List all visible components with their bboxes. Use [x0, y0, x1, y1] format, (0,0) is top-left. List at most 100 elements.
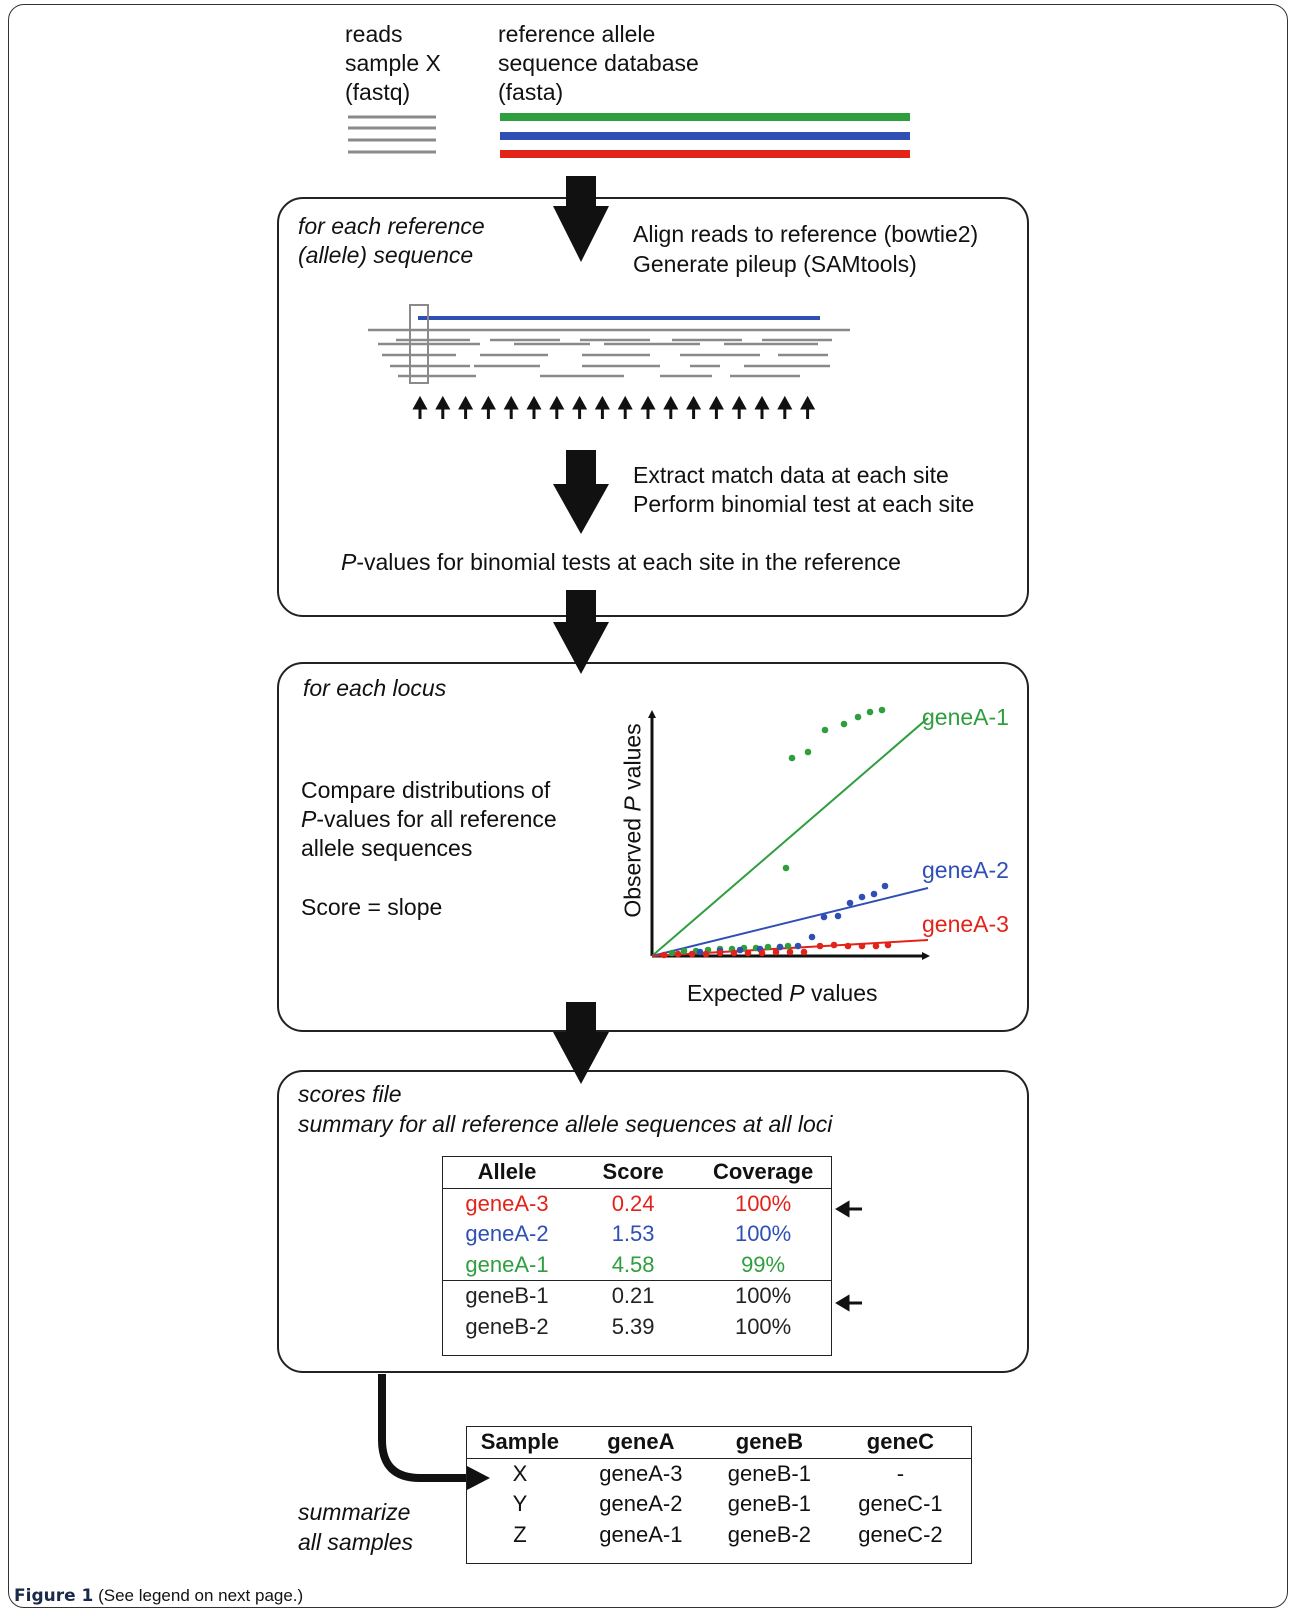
- plot-point: [878, 706, 886, 714]
- header-geneA: geneA: [607, 1429, 675, 1455]
- series-label-geneA-1: geneA-1: [922, 704, 1009, 730]
- geneB-cell: geneB-1: [727, 1460, 811, 1486]
- plot-point: [881, 882, 889, 890]
- plot-point: [821, 726, 829, 734]
- figure-frame: [8, 4, 1288, 1608]
- extract-match-text: Extract match data at each site: [633, 462, 949, 488]
- flow-arrow-3: [553, 590, 609, 674]
- plot-point: [772, 948, 780, 956]
- scores-row: geneA-3 0.24 100%: [443, 1188, 831, 1219]
- binomial-test-text: Perform binomial test at each site: [633, 491, 975, 517]
- plot-point: [702, 950, 710, 958]
- plot-point: [816, 942, 824, 950]
- summarize-label-line2: all samples: [298, 1529, 414, 1555]
- geneB-cell: geneB-2: [727, 1521, 811, 1547]
- compare-text-line2: P-values for all reference: [301, 806, 557, 832]
- site-arrow-head: [549, 395, 565, 410]
- plot-point: [716, 949, 724, 957]
- header-sample: Sample: [480, 1429, 560, 1455]
- coverage-cell: 100%: [734, 1283, 792, 1309]
- summarize-label-line1: summarize: [298, 1499, 411, 1525]
- site-arrow-head: [526, 395, 542, 410]
- plot-point: [680, 947, 688, 955]
- reference-label-line3: (fasta): [498, 79, 564, 105]
- plot-point: [858, 893, 866, 901]
- geneC-cell: geneC-1: [858, 1491, 943, 1517]
- plot-x-label: Expected P values: [687, 980, 878, 1006]
- site-arrow-head: [754, 395, 770, 410]
- header-geneB: geneB: [735, 1429, 803, 1455]
- plot-point: [866, 708, 874, 716]
- plot-point: [830, 941, 838, 949]
- plot-point: [668, 949, 676, 957]
- site-arrow-head: [480, 395, 496, 410]
- scores-row: geneB-1 0.21 100%: [443, 1281, 831, 1312]
- summary-table: Sample geneA geneB geneC X geneA-3 geneB…: [466, 1426, 972, 1564]
- plot-point: [884, 941, 892, 949]
- plot-point: [674, 950, 682, 958]
- plot-point: [776, 943, 784, 951]
- summary-row: Z geneA-1 geneB-2 geneC-2: [467, 1520, 971, 1551]
- geneC-cell: geneC-2: [858, 1521, 943, 1547]
- plot-point: [872, 942, 880, 950]
- site-arrow-head: [572, 395, 588, 410]
- series-label-geneA-2: geneA-2: [922, 857, 1009, 883]
- header-coverage: Coverage: [712, 1159, 814, 1185]
- plot-point: [846, 899, 854, 907]
- reads-lines: [348, 115, 436, 154]
- scores-file-box: [277, 1070, 1029, 1373]
- coverage-cell: 100%: [734, 1221, 792, 1247]
- plot-point: [858, 942, 866, 950]
- score-cell: 4.58: [611, 1251, 655, 1277]
- header-allele: Allele: [477, 1159, 537, 1185]
- plot-point: [660, 951, 668, 959]
- plot-point: [804, 748, 812, 756]
- allele-cell: geneB-1: [465, 1283, 549, 1309]
- score-slope-text: Score = slope: [301, 894, 443, 920]
- step1-title-line1: for each reference: [298, 213, 485, 239]
- allele-cell: geneA-2: [465, 1221, 549, 1247]
- align-reads-text: Align reads to reference (bowtie2): [633, 221, 979, 247]
- plot-point: [820, 913, 828, 921]
- plot-point: [782, 864, 790, 872]
- site-arrow-head: [617, 395, 633, 410]
- compare-text-line3: allele sequences: [301, 835, 473, 861]
- alignment-step-box: [277, 197, 1029, 617]
- site-arrows: [412, 395, 816, 419]
- plot-point: [764, 943, 772, 951]
- site-arrow-head: [663, 395, 679, 410]
- qq-plot: [648, 706, 930, 960]
- site-arrow-head: [640, 395, 656, 410]
- sample-cell: Y: [512, 1491, 528, 1517]
- plot-point: [808, 933, 816, 941]
- summary-row: Y geneA-2 geneB-1 geneC-1: [467, 1489, 971, 1520]
- plot-point: [786, 948, 794, 956]
- site-arrow-head: [800, 395, 816, 410]
- scores-row: geneB-2 5.39 100%: [443, 1312, 831, 1343]
- reads-label-line2: sample X: [345, 50, 441, 76]
- site-arrow-head: [686, 395, 702, 410]
- coverage-cell: 100%: [734, 1313, 792, 1339]
- geneC-cell: -: [896, 1460, 905, 1486]
- score-cell: 0.24: [611, 1190, 655, 1216]
- score-cell: 0.21: [611, 1283, 655, 1309]
- allele-cell: geneB-2: [465, 1313, 549, 1339]
- site-arrow-head: [731, 395, 747, 410]
- step1-title-line2: (allele) sequence: [298, 242, 474, 268]
- plot-point: [800, 948, 808, 956]
- reads-label-line3: (fastq): [345, 79, 411, 105]
- reference-sequence-lines: [500, 113, 910, 158]
- plot-point: [870, 890, 878, 898]
- plot-point: [730, 949, 738, 957]
- header-geneC: geneC: [866, 1429, 935, 1455]
- geneA-cell: geneA-1: [599, 1521, 683, 1547]
- pvalues-result-text: P-values for binomial tests at each site…: [341, 549, 901, 575]
- row-arrow-geneB-1: [835, 1294, 862, 1312]
- geneA-cell: geneA-3: [599, 1460, 683, 1486]
- reference-label-line1: reference allele: [498, 21, 656, 47]
- coverage-cell: 99%: [741, 1251, 786, 1277]
- plot-point: [736, 946, 744, 954]
- coverage-cell: 100%: [734, 1190, 792, 1216]
- plot-point: [696, 948, 704, 956]
